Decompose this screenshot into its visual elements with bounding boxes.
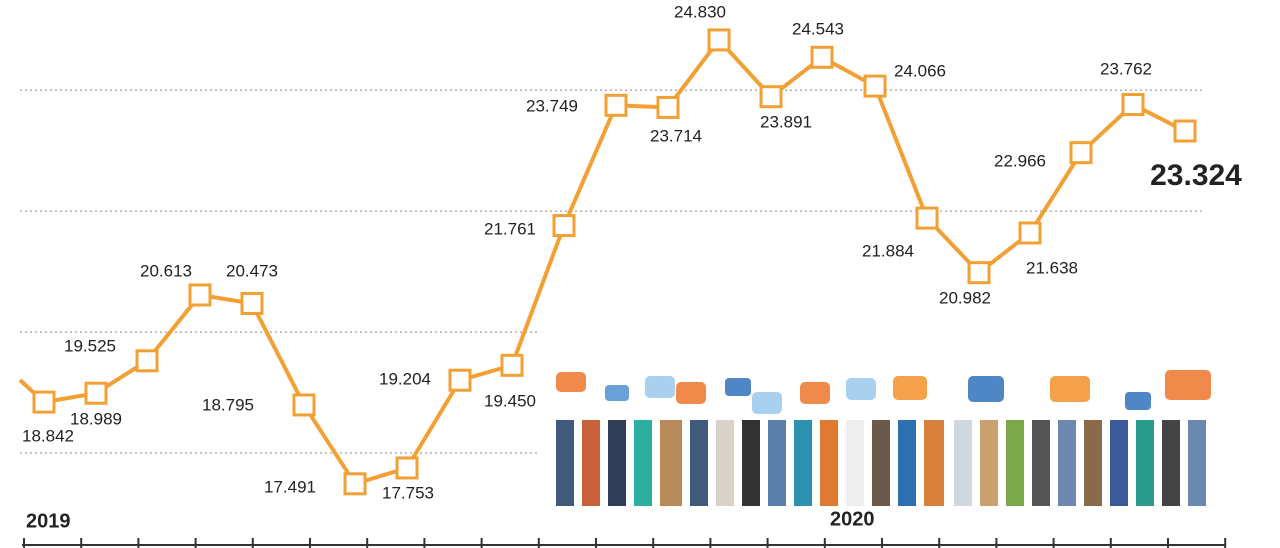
year-label: 2020: [830, 508, 875, 530]
marker: [32, 390, 56, 414]
marker: [863, 74, 887, 98]
value-label: 24.830: [674, 2, 726, 21]
year-label: 2019: [26, 510, 71, 532]
marker: [395, 456, 419, 480]
value-label: 18.842: [22, 426, 74, 445]
marker: [240, 291, 264, 315]
marker: [552, 214, 576, 238]
value-label: 19.525: [64, 336, 116, 355]
marker: [448, 368, 472, 392]
value-label: 21.761: [484, 219, 536, 238]
marker: [810, 45, 834, 69]
value-label: 23.749: [526, 96, 578, 115]
value-label: 19.204: [379, 369, 431, 388]
value-label: 23.891: [760, 112, 812, 131]
marker: [1121, 93, 1145, 117]
value-label: 20.613: [140, 261, 192, 280]
value-label: 24.543: [792, 19, 844, 38]
marker: [915, 206, 939, 230]
value-label: 18.795: [202, 395, 254, 414]
value-label: 19.450: [484, 391, 536, 410]
marker: [1018, 221, 1042, 245]
marker: [292, 393, 316, 417]
marker: [707, 28, 731, 52]
marker: [967, 261, 991, 285]
value-label: 22.966: [994, 151, 1046, 170]
marker: [500, 353, 524, 377]
value-label: 23.762: [1100, 59, 1152, 78]
value-label: 20.473: [226, 261, 278, 280]
marker: [135, 349, 159, 373]
people-illustration: [556, 370, 1211, 506]
marker: [1069, 141, 1093, 165]
value-label: 21.638: [1026, 258, 1078, 277]
value-label: 24.066: [894, 61, 946, 80]
value-label: 23.714: [650, 126, 702, 145]
marker: [188, 283, 212, 307]
value-label: 17.753: [382, 483, 434, 502]
marker: [1173, 119, 1197, 143]
marker: [656, 95, 680, 119]
marker: [604, 93, 628, 117]
value-label: 21.884: [862, 241, 914, 260]
marker: [84, 381, 108, 405]
value-label: 18.989: [70, 409, 122, 428]
value-label: 17.491: [264, 477, 316, 496]
marker: [343, 472, 367, 496]
value-label: 20.982: [939, 288, 991, 307]
value-label: 23.324: [1150, 159, 1242, 192]
marker: [759, 85, 783, 109]
